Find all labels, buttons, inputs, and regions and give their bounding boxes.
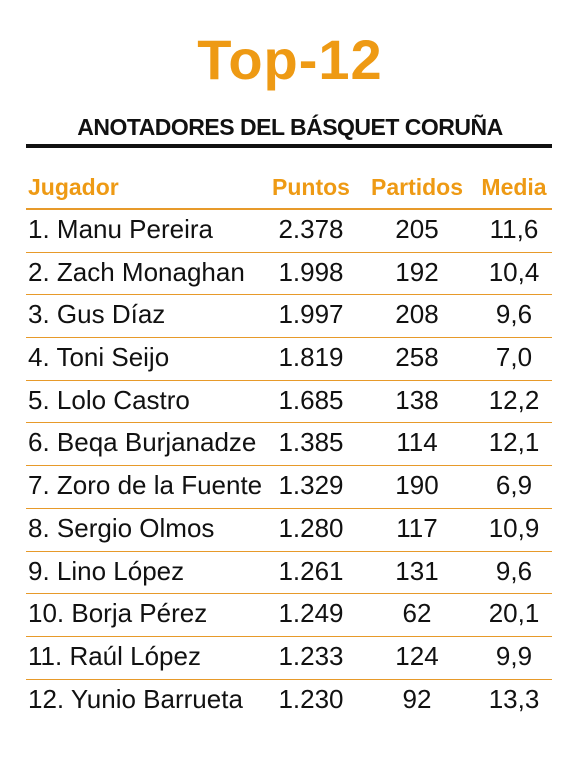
cell-media: 10,4 — [488, 256, 540, 287]
row-separator — [26, 422, 552, 424]
page-title: Top-12 — [197, 28, 383, 91]
table-body: 1. Manu Pereira 2.378 205 11,6 2. Zach Monag… — [26, 210, 552, 722]
header-jugador: Jugador — [28, 174, 119, 200]
cell-partidos: 131 — [395, 555, 439, 586]
cell-jugador: 11. Raúl López — [28, 640, 201, 671]
cell-puntos: 1.997 — [278, 299, 344, 330]
table-row: 2. Zach Monaghan 1.998 192 10,4 — [26, 253, 552, 296]
cell-jugador: 10. Borja Pérez — [28, 598, 208, 629]
cell-media: 9,9 — [495, 640, 533, 671]
table-row: 10. Borja Pérez 1.249 62 20,1 — [26, 594, 552, 637]
cell-partidos: 114 — [396, 427, 438, 458]
cell-puntos: 1.819 — [278, 342, 344, 373]
cell-jugador: 5. Lolo Castro — [28, 384, 190, 415]
table-row: 5. Lolo Castro 1.685 138 12,2 — [26, 381, 552, 424]
cell-media: 9,6 — [495, 555, 533, 586]
cell-partidos: 138 — [395, 384, 439, 415]
table-row: 11. Raúl López 1.233 124 9,9 — [26, 637, 552, 680]
cell-jugador: 2. Zach Monaghan — [28, 256, 245, 287]
cell-jugador: 1. Manu Pereira — [28, 214, 213, 244]
cell-jugador: 3. Gus Díaz — [28, 299, 166, 330]
table-row: 7. Zoro de la Fuente 1.329 190 6,9 — [26, 466, 552, 509]
cell-jugador: 8. Sergio Olmos — [28, 512, 215, 543]
row-separator — [26, 678, 552, 680]
cell-media: 12,2 — [488, 384, 540, 415]
cell-media: 7,0 — [495, 342, 533, 373]
header-media: Media — [481, 174, 547, 200]
table-row: 3. Gus Díaz 1.997 208 9,6 — [26, 295, 552, 339]
title-rule — [26, 144, 552, 148]
row-separator — [26, 294, 552, 296]
row-separator — [26, 593, 552, 595]
cell-partidos: 92 — [402, 683, 432, 714]
row-separator — [26, 251, 552, 253]
cell-puntos: 1.685 — [278, 384, 344, 415]
table-row: 12. Yunio Barrueta 1.230 92 13,3 — [26, 680, 552, 723]
cell-puntos: 1.233 — [278, 640, 344, 671]
cell-partidos: 258 — [395, 342, 439, 373]
row-separator — [26, 465, 552, 467]
table-row: 4. Toni Seijo 1.819 258 7,0 — [26, 338, 552, 381]
row-separator — [26, 550, 552, 552]
table-row: 8. Sergio Olmos 1.280 117 10,9 — [26, 509, 552, 552]
cell-puntos: 2.378 — [278, 214, 344, 244]
cell-partidos: 124 — [395, 640, 439, 671]
cell-jugador: 6. Beqa Burjanadze — [28, 427, 257, 458]
scorers-table: Jugador Puntos Partidos Media 1. Manu Pe… — [26, 168, 552, 722]
table-row: 6. Beqa Burjanadze 1.385 114 12,1 — [26, 423, 552, 467]
row-separator — [26, 337, 552, 339]
row-separator — [26, 635, 552, 637]
header-partidos: Partidos — [370, 174, 464, 200]
cell-puntos: 1.385 — [278, 427, 344, 458]
cell-media: 13,3 — [488, 683, 540, 714]
cell-media: 6,9 — [495, 470, 533, 501]
cell-jugador: 9. Lino López — [28, 555, 185, 586]
cell-partidos: 62 — [402, 598, 432, 629]
cell-jugador: 7. Zoro de la Fuente — [28, 470, 263, 501]
cell-puntos: 1.230 — [278, 683, 344, 714]
cell-puntos: 1.249 — [278, 598, 344, 629]
cell-partidos: 117 — [396, 512, 438, 543]
cell-partidos: 208 — [395, 299, 439, 330]
header-puntos: Puntos — [272, 174, 350, 200]
cell-puntos: 1.329 — [278, 470, 344, 501]
table-row: 9. Lino López 1.261 131 9,6 — [26, 552, 552, 595]
cell-puntos: 1.998 — [278, 256, 344, 287]
cell-media: 11,6 — [489, 214, 539, 244]
table-header-row: Jugador Puntos Partidos Media — [26, 168, 552, 210]
cell-jugador: 4. Toni Seijo — [28, 342, 170, 373]
row-separator — [26, 507, 552, 509]
row-separator — [26, 379, 552, 381]
cell-partidos: 192 — [395, 256, 439, 287]
header-separator — [26, 208, 552, 210]
cell-media: 20,1 — [488, 598, 540, 629]
cell-puntos: 1.261 — [278, 555, 344, 586]
cell-jugador: 12. Yunio Barrueta — [28, 683, 243, 714]
cell-media: 12,1 — [488, 427, 540, 458]
cell-media: 10,9 — [488, 512, 540, 543]
cell-partidos: 205 — [395, 214, 439, 244]
cell-media: 9,6 — [495, 299, 533, 330]
table-row: 1. Manu Pereira 2.378 205 11,6 — [26, 210, 552, 253]
cell-puntos: 1.280 — [278, 512, 344, 543]
cell-partidos: 190 — [395, 470, 439, 501]
page-subtitle: ANOTADORES DEL BÁSQUET CORUÑA — [77, 114, 503, 140]
